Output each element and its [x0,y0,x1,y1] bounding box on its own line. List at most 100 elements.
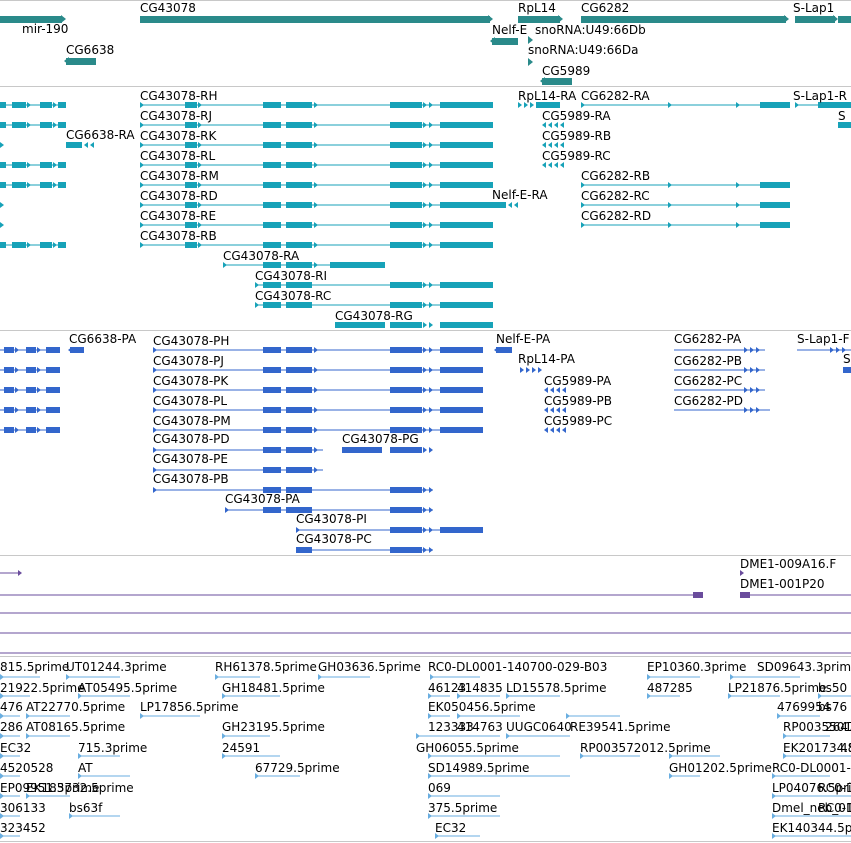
feature-glyph[interactable] [440,527,483,533]
feature-label[interactable]: CG43078-RI [255,269,328,283]
feature-label[interactable]: 67729.5prime [255,761,340,775]
feature-glyph[interactable] [440,202,493,208]
feature-glyph[interactable] [70,347,84,353]
feature-glyph[interactable] [140,16,490,23]
feature-glyph[interactable] [440,302,493,308]
feature-glyph[interactable] [390,547,422,553]
feature-label[interactable]: bs50 [818,681,848,695]
feature-label[interactable]: RC0-DL0001-140700-021-B02 [772,761,851,775]
feature-label[interactable]: CG43078-RL [140,149,216,163]
feature-label[interactable]: CG43078-PB [153,472,229,486]
feature-label[interactable]: RC0-DL0001-140700-026-C12 [818,801,851,815]
feature-label[interactable]: 487285 [647,681,693,695]
feature-label[interactable]: 476 [0,700,23,714]
feature-label[interactable]: AT22770.5prime [26,700,126,714]
feature-label[interactable]: 375.5prime [428,801,498,815]
feature-label[interactable]: EK050456.5prime [428,700,536,714]
feature-label[interactable]: EC32 [0,741,32,755]
feature-label[interactable]: 2647364 [825,720,851,734]
feature-label[interactable]: bs63f [69,801,103,815]
feature-glyph[interactable] [440,387,483,393]
feature-label[interactable]: 069 [428,781,451,795]
feature-glyph[interactable] [390,367,422,373]
feature-label[interactable]: CG6282-RD [581,209,652,223]
feature-glyph[interactable] [390,102,422,108]
feature-label[interactable]: AT05495.5prime [78,681,178,695]
feature-label[interactable]: S-Lap1-R [793,89,847,103]
feature-glyph[interactable] [263,407,281,413]
feature-glyph[interactable] [263,387,281,393]
feature-glyph[interactable] [693,592,703,598]
feature-label[interactable]: CG43078-RD [140,189,218,203]
feature-glyph[interactable] [40,182,52,188]
feature-glyph[interactable] [440,347,483,353]
feature-label[interactable]: RE39541.5prime [570,720,671,734]
feature-label[interactable]: CG6282-PD [674,394,744,408]
feature-label[interactable]: 286 [0,720,23,734]
feature-glyph[interactable] [0,242,6,248]
feature-glyph[interactable] [263,242,281,248]
feature-label[interactable]: GH01202.5prime [669,761,772,775]
feature-label[interactable]: CG6282-PA [674,332,742,346]
feature-label[interactable]: snoRNA:U49:66Db [535,23,646,37]
feature-glyph[interactable] [542,78,572,85]
feature-label[interactable]: CG43078-RA [223,249,300,263]
feature-glyph[interactable] [286,122,312,128]
feature-label[interactable]: 46123 [428,681,467,695]
feature-label[interactable]: DME1-001P20 [740,577,825,591]
feature-label[interactable]: S-Lap1-F [797,332,850,346]
feature-glyph[interactable] [263,367,281,373]
feature-glyph[interactable] [440,367,483,373]
feature-label[interactable]: CG43078-PM [153,414,231,428]
feature-glyph[interactable] [390,242,422,248]
feature-glyph[interactable] [185,202,197,208]
feature-label[interactable]: CG43078-RH [140,89,218,103]
feature-glyph[interactable] [760,222,790,228]
feature-glyph[interactable] [0,102,6,108]
feature-glyph[interactable] [185,222,197,228]
feature-glyph[interactable] [390,322,422,328]
feature-glyph[interactable] [390,202,422,208]
feature-glyph[interactable] [838,16,851,23]
feature-glyph[interactable] [440,102,493,108]
feature-label[interactable]: SD14989.5prime [428,761,530,775]
feature-glyph[interactable] [40,102,52,108]
feature-glyph[interactable] [496,347,512,353]
feature-glyph[interactable] [390,142,422,148]
feature-glyph[interactable] [263,262,281,268]
feature-glyph[interactable] [4,407,14,413]
feature-glyph[interactable] [440,282,493,288]
feature-label[interactable]: CG43078-PI [296,512,367,526]
feature-label[interactable]: EP09951.3prime [0,781,100,795]
feature-label[interactable]: CG43078-RK [140,129,217,143]
feature-glyph[interactable] [286,467,312,473]
feature-glyph[interactable] [286,102,312,108]
feature-label[interactable]: 414835 [457,681,503,695]
feature-glyph[interactable] [286,367,312,373]
feature-label[interactable]: EP10360.3prime [647,660,747,674]
feature-glyph[interactable] [390,427,422,433]
feature-glyph[interactable] [12,182,26,188]
feature-label[interactable]: CG43078-PG [342,432,419,446]
feature-glyph[interactable] [263,487,281,493]
feature-glyph[interactable] [263,222,281,228]
feature-label[interactable]: Nelf-E-PA [496,332,551,346]
feature-glyph[interactable] [286,487,312,493]
feature-label[interactable]: 485463 [840,741,851,755]
feature-glyph[interactable] [185,142,197,148]
feature-glyph[interactable] [286,242,312,248]
feature-label[interactable]: AT [78,761,93,775]
feature-label[interactable]: CG43078-RB [140,229,217,243]
feature-label[interactable]: UT01244.3prime [66,660,167,674]
feature-glyph[interactable] [390,282,422,288]
feature-glyph[interactable] [286,142,312,148]
feature-glyph[interactable] [26,387,36,393]
feature-label[interactable]: 323452 [0,821,46,835]
feature-label[interactable]: snoRNA:U49:66Da [528,43,639,57]
feature-glyph[interactable] [843,367,851,373]
feature-glyph[interactable] [390,162,422,168]
feature-glyph[interactable] [581,16,786,23]
feature-label[interactable]: 4520528 [0,761,54,775]
feature-label[interactable]: CG5989-RA [542,109,611,123]
feature-label[interactable]: RC0-DL0001-140700-029-B03 [428,660,608,674]
